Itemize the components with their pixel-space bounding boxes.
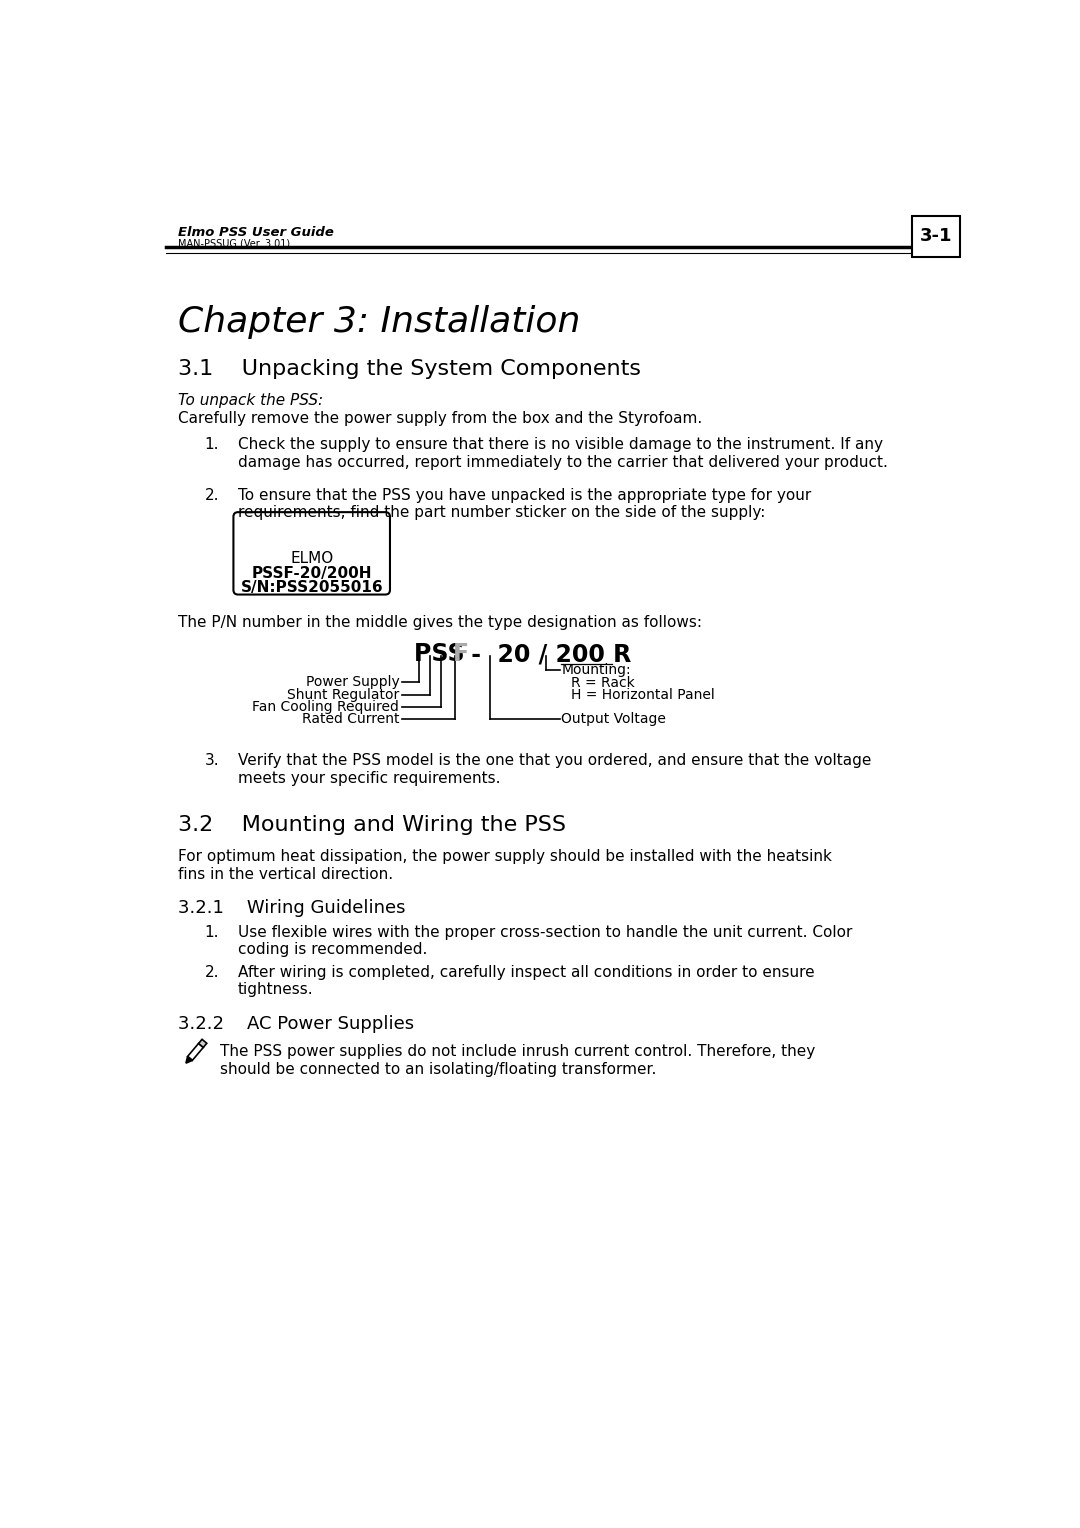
Text: H = Horizontal Panel: H = Horizontal Panel bbox=[570, 689, 714, 703]
Text: Fan Cooling Required: Fan Cooling Required bbox=[253, 700, 400, 714]
Text: 3.1    Unpacking the System Components: 3.1 Unpacking the System Components bbox=[177, 359, 640, 379]
Text: R = Rack: R = Rack bbox=[570, 675, 634, 691]
FancyBboxPatch shape bbox=[233, 512, 390, 594]
Text: The P/N number in the middle gives the type designation as follows:: The P/N number in the middle gives the t… bbox=[177, 614, 702, 630]
Text: Check the supply to ensure that there is no visible damage to the instrument. If: Check the supply to ensure that there is… bbox=[238, 437, 888, 469]
Polygon shape bbox=[188, 1044, 203, 1060]
Text: Elmo PSS User Guide: Elmo PSS User Guide bbox=[177, 226, 334, 238]
Polygon shape bbox=[186, 1056, 192, 1063]
Text: 2.: 2. bbox=[205, 487, 219, 503]
Text: To ensure that the PSS you have unpacked is the appropriate type for your
requir: To ensure that the PSS you have unpacked… bbox=[238, 487, 811, 520]
Text: MAN-PSSUG (Ver. 3.01): MAN-PSSUG (Ver. 3.01) bbox=[177, 238, 289, 249]
Text: 3-1: 3-1 bbox=[920, 228, 953, 246]
Text: After wiring is completed, carefully inspect all conditions in order to ensure
t: After wiring is completed, carefully ins… bbox=[238, 964, 814, 998]
Text: To unpack the PSS:: To unpack the PSS: bbox=[177, 393, 323, 408]
Text: -  20 / 200 R: - 20 / 200 R bbox=[463, 642, 631, 666]
Text: The PSS power supplies do not include inrush current control. Therefore, they
sh: The PSS power supplies do not include in… bbox=[220, 1044, 815, 1077]
Text: Rated Current: Rated Current bbox=[301, 712, 400, 726]
Text: Verify that the PSS model is the one that you ordered, and ensure that the volta: Verify that the PSS model is the one tha… bbox=[238, 753, 872, 785]
Text: Use flexible wires with the proper cross-section to handle the unit current. Col: Use flexible wires with the proper cross… bbox=[238, 924, 852, 957]
Text: F: F bbox=[453, 642, 469, 666]
Text: Power Supply: Power Supply bbox=[306, 675, 400, 689]
FancyBboxPatch shape bbox=[913, 217, 960, 257]
Text: Shunt Regulator: Shunt Regulator bbox=[287, 688, 400, 701]
Polygon shape bbox=[199, 1039, 206, 1047]
Text: Mounting:: Mounting: bbox=[562, 663, 631, 677]
Text: 1.: 1. bbox=[205, 437, 219, 452]
Text: Chapter 3: Installation: Chapter 3: Installation bbox=[177, 306, 580, 339]
Text: 3.2    Mounting and Wiring the PSS: 3.2 Mounting and Wiring the PSS bbox=[177, 814, 566, 834]
Text: 1.: 1. bbox=[205, 924, 219, 940]
Text: ELMO: ELMO bbox=[291, 552, 334, 567]
Text: Carefully remove the power supply from the box and the Styrofoam.: Carefully remove the power supply from t… bbox=[177, 411, 702, 426]
Text: Output Voltage: Output Voltage bbox=[562, 712, 666, 726]
Text: PSSF-20/200H: PSSF-20/200H bbox=[252, 565, 372, 581]
Text: 3.2.2    AC Power Supplies: 3.2.2 AC Power Supplies bbox=[177, 1015, 414, 1033]
Text: PSS: PSS bbox=[414, 642, 473, 666]
Text: 2.: 2. bbox=[205, 964, 219, 979]
Text: 3.2.1    Wiring Guidelines: 3.2.1 Wiring Guidelines bbox=[177, 900, 405, 917]
Text: 3.: 3. bbox=[205, 753, 219, 769]
Text: For optimum heat dissipation, the power supply should be installed with the heat: For optimum heat dissipation, the power … bbox=[177, 850, 832, 882]
Text: S/N:PSS2055016: S/N:PSS2055016 bbox=[241, 581, 383, 594]
